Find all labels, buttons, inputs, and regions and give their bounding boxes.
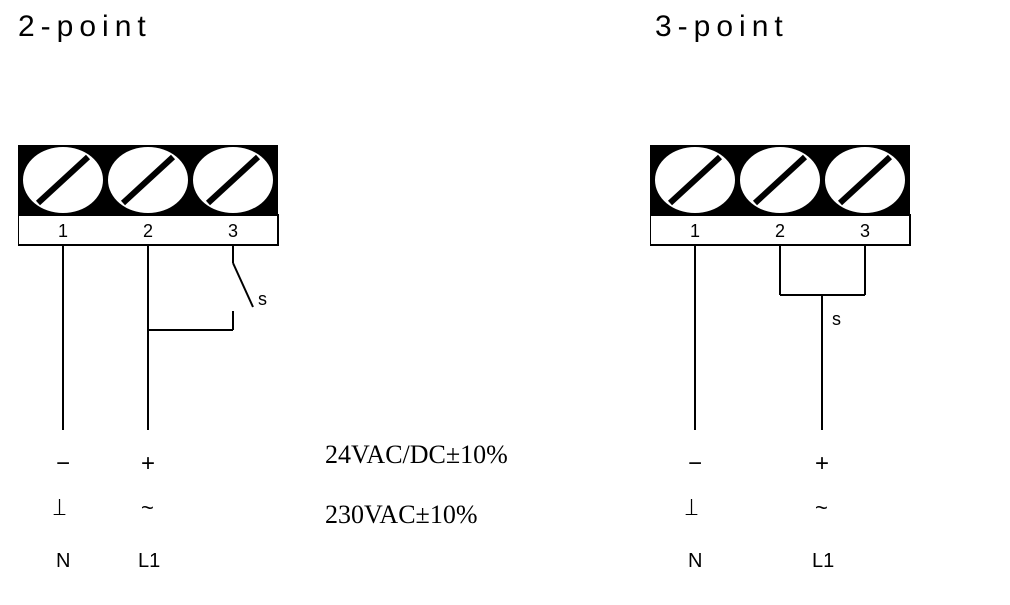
terminal-num-1: 1	[690, 221, 700, 241]
switch-label-right: s	[832, 309, 841, 329]
plus-sign: +	[141, 450, 155, 478]
voltage-line2: 230VAC±10%	[325, 500, 477, 530]
ground-symbol: ⟘	[53, 495, 66, 521]
label-n: N	[688, 550, 702, 573]
switch-lever	[233, 263, 253, 307]
right-terminal-block: 1 2 3 s	[650, 145, 930, 445]
voltage-line1: 24VAC/DC±10%	[325, 440, 508, 470]
diagram-canvas: 2-point 3-point 24VAC/DC±10% 230VAC±10% …	[0, 0, 1010, 605]
terminal-num-1: 1	[58, 221, 68, 241]
title-3point: 3-point	[655, 10, 789, 44]
label-l1: L1	[812, 550, 834, 573]
terminal-num-3: 3	[860, 221, 870, 241]
terminal-num-2: 2	[775, 221, 785, 241]
label-l1: L1	[138, 550, 160, 573]
terminal-num-3: 3	[228, 221, 238, 241]
tilde-symbol: ~	[141, 495, 154, 521]
minus-sign: −	[688, 450, 702, 478]
ground-symbol: ⟘	[685, 495, 698, 521]
minus-sign: −	[56, 450, 70, 478]
terminal-num-2: 2	[143, 221, 153, 241]
switch-label-left: s	[258, 289, 267, 309]
tilde-symbol: ~	[815, 495, 828, 521]
label-n: N	[56, 550, 70, 573]
screw-terminals	[655, 147, 905, 213]
left-terminal-block: 1 2 3 s	[18, 145, 298, 445]
screw-terminals	[23, 147, 273, 213]
title-2point: 2-point	[18, 10, 152, 44]
plus-sign: +	[815, 450, 829, 478]
